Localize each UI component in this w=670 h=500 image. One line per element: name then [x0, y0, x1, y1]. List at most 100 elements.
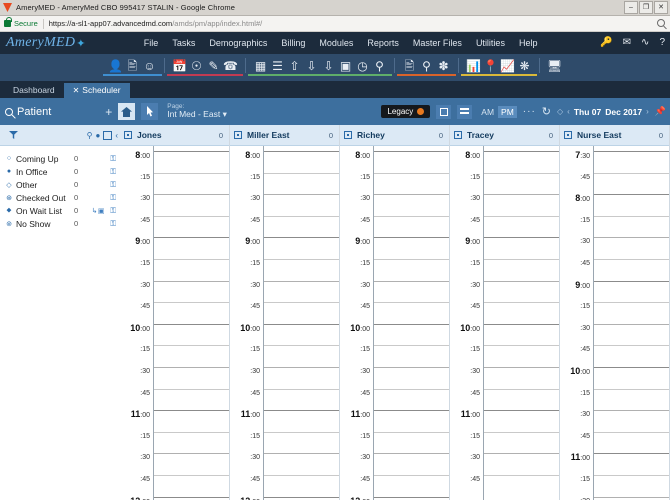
column-expand-icon[interactable]	[344, 131, 352, 139]
ledger-icon[interactable]: ▦	[254, 58, 267, 73]
toolbar-group-display[interactable]: 🖥	[542, 57, 567, 76]
panel-icon[interactable]	[103, 130, 113, 140]
toolbar-group-scheduling[interactable]: 📅 ☉ ✎ ☎	[167, 57, 243, 76]
close-button[interactable]: ✕	[654, 1, 668, 14]
window-controls[interactable]: – ❐ ✕	[624, 1, 668, 14]
toolbar-group-patient[interactable]: 👤 🖹 ☺	[103, 57, 162, 76]
menu-item-file[interactable]: File	[143, 38, 159, 48]
refresh-icon[interactable]: ↻	[541, 106, 551, 118]
column-header[interactable]: Jones 0	[120, 125, 229, 146]
time-slot[interactable]	[374, 194, 449, 216]
maximize-button[interactable]: ❐	[639, 1, 653, 14]
zoom-search-icon[interactable]	[657, 19, 665, 27]
time-slot[interactable]	[374, 345, 449, 367]
lamp-icon[interactable]: ●	[95, 130, 101, 140]
bar-chart-icon[interactable]: 📊	[466, 58, 481, 73]
time-slot[interactable]	[264, 194, 339, 216]
time-slot[interactable]	[374, 453, 449, 475]
date-navigator[interactable]: ◇ ‹ Thu 07 Dec 2017 ›	[557, 107, 649, 117]
time-slot[interactable]	[264, 302, 339, 324]
time-slot[interactable]	[374, 474, 449, 497]
time-slot[interactable]	[594, 258, 669, 281]
person-add-icon[interactable]: ☺	[143, 58, 156, 73]
am-button[interactable]: AM	[481, 106, 495, 117]
gauge-icon[interactable]: ∿	[641, 37, 650, 48]
time-slot[interactable]	[374, 215, 449, 238]
pointer-icon[interactable]	[141, 103, 159, 120]
receipt-icon[interactable]: ▣	[339, 58, 352, 73]
time-slot[interactable]	[154, 366, 229, 389]
column-header[interactable]: Tracey 0	[450, 125, 559, 146]
time-slot[interactable]	[594, 323, 669, 346]
main-menu[interactable]: File Tasks Demographics Billing Modules …	[144, 38, 538, 48]
time-slot[interactable]	[264, 431, 339, 454]
time-slot[interactable]	[154, 194, 229, 216]
appointment-lane[interactable]	[263, 146, 339, 500]
time-slot[interactable]	[374, 388, 449, 411]
time-slot[interactable]	[594, 302, 669, 324]
time-slot[interactable]	[594, 388, 669, 411]
time-slot[interactable]	[484, 237, 559, 259]
time-slot[interactable]	[264, 258, 339, 281]
add-button[interactable]: +	[105, 104, 113, 119]
time-slot[interactable]	[594, 474, 669, 497]
column-expand-icon[interactable]	[124, 131, 132, 139]
lock-icon[interactable]: ⚿	[110, 179, 116, 189]
time-slot[interactable]	[594, 172, 669, 195]
status-row-checked-out[interactable]: ⊛ Checked Out 0 ⚿	[5, 191, 120, 204]
close-icon[interactable]: ✕	[72, 86, 80, 95]
time-slot[interactable]	[594, 151, 669, 173]
toolbar-group-billing[interactable]: ▦ ☰ ⇧ ⇩ ⇩ ▣ ◷ ⚲	[248, 57, 392, 76]
brush-icon[interactable]: ✽	[438, 58, 449, 73]
screen-icon[interactable]: 🖥	[546, 58, 563, 73]
next-day-button[interactable]: ›	[646, 107, 649, 116]
sidebar-header-icons[interactable]: ⚲ ● ‹	[86, 130, 118, 140]
browser-address-bar[interactable]: Secure https://a-sl1-app07.advancedmd.co…	[0, 16, 670, 32]
menu-item-modules[interactable]: Modules	[319, 38, 354, 48]
time-slot[interactable]	[594, 496, 669, 500]
chart-pin-icon[interactable]: 📍	[483, 58, 498, 73]
time-slot[interactable]	[484, 151, 559, 173]
time-slot[interactable]	[484, 474, 559, 497]
menu-item-reports[interactable]: Reports	[367, 38, 399, 48]
time-slot[interactable]	[154, 151, 229, 173]
page-value[interactable]: Int Med - East ▾	[167, 109, 227, 120]
time-slot[interactable]	[374, 151, 449, 173]
money-down-icon[interactable]: ⇩	[323, 58, 334, 73]
time-slot[interactable]	[594, 215, 669, 238]
time-slot[interactable]	[154, 431, 229, 454]
search-input[interactable]: Patient	[17, 105, 52, 118]
time-slot[interactable]	[484, 258, 559, 281]
appointment-lane[interactable]	[373, 146, 449, 500]
toolbar-group-documents[interactable]: 🖹 ⚲ ✽	[397, 57, 456, 76]
arrow-down-icon[interactable]: ⇩	[306, 58, 317, 73]
time-slot[interactable]	[484, 215, 559, 238]
person-icon[interactable]: 👤	[108, 58, 123, 73]
status-row-other[interactable]: ◇ Other 0 ⚿	[5, 178, 120, 191]
menu-bar-actions[interactable]: 🔑 ✉ ∿ ?	[600, 38, 665, 48]
arrow-up-icon[interactable]: ⇧	[289, 58, 300, 73]
toolbar-group-reports[interactable]: 📊 📍 📈 ❋	[461, 57, 537, 76]
time-slot[interactable]	[154, 280, 229, 303]
time-slot[interactable]	[154, 215, 229, 238]
appointment-lane[interactable]	[593, 146, 669, 500]
status-row-no-show[interactable]: ⊚ No Show 0 ⚿	[5, 217, 120, 230]
time-slot[interactable]	[594, 366, 669, 389]
lock-icon[interactable]: ⚿	[110, 153, 116, 163]
column-expand-icon[interactable]	[234, 131, 242, 139]
pm-button[interactable]: PM	[498, 105, 517, 118]
time-slot[interactable]	[484, 194, 559, 216]
time-slot[interactable]	[484, 172, 559, 195]
legacy-button[interactable]: Legacy	[381, 105, 431, 118]
time-slot[interactable]	[594, 453, 669, 475]
lock-icon[interactable]: ⚿	[110, 218, 116, 228]
status-row-in-office[interactable]: ● In Office 0 ⚿	[5, 165, 120, 178]
column-expand-icon[interactable]	[564, 131, 572, 139]
doc-search-icon[interactable]: ⚲	[86, 130, 93, 140]
time-slot[interactable]	[264, 215, 339, 238]
time-slot[interactable]	[594, 237, 669, 259]
time-slot[interactable]	[264, 474, 339, 497]
url-text[interactable]: https://a-sl1-app07.advancedmd.com/amds/…	[49, 19, 262, 28]
time-slot[interactable]	[374, 323, 449, 346]
time-slot[interactable]	[374, 237, 449, 259]
